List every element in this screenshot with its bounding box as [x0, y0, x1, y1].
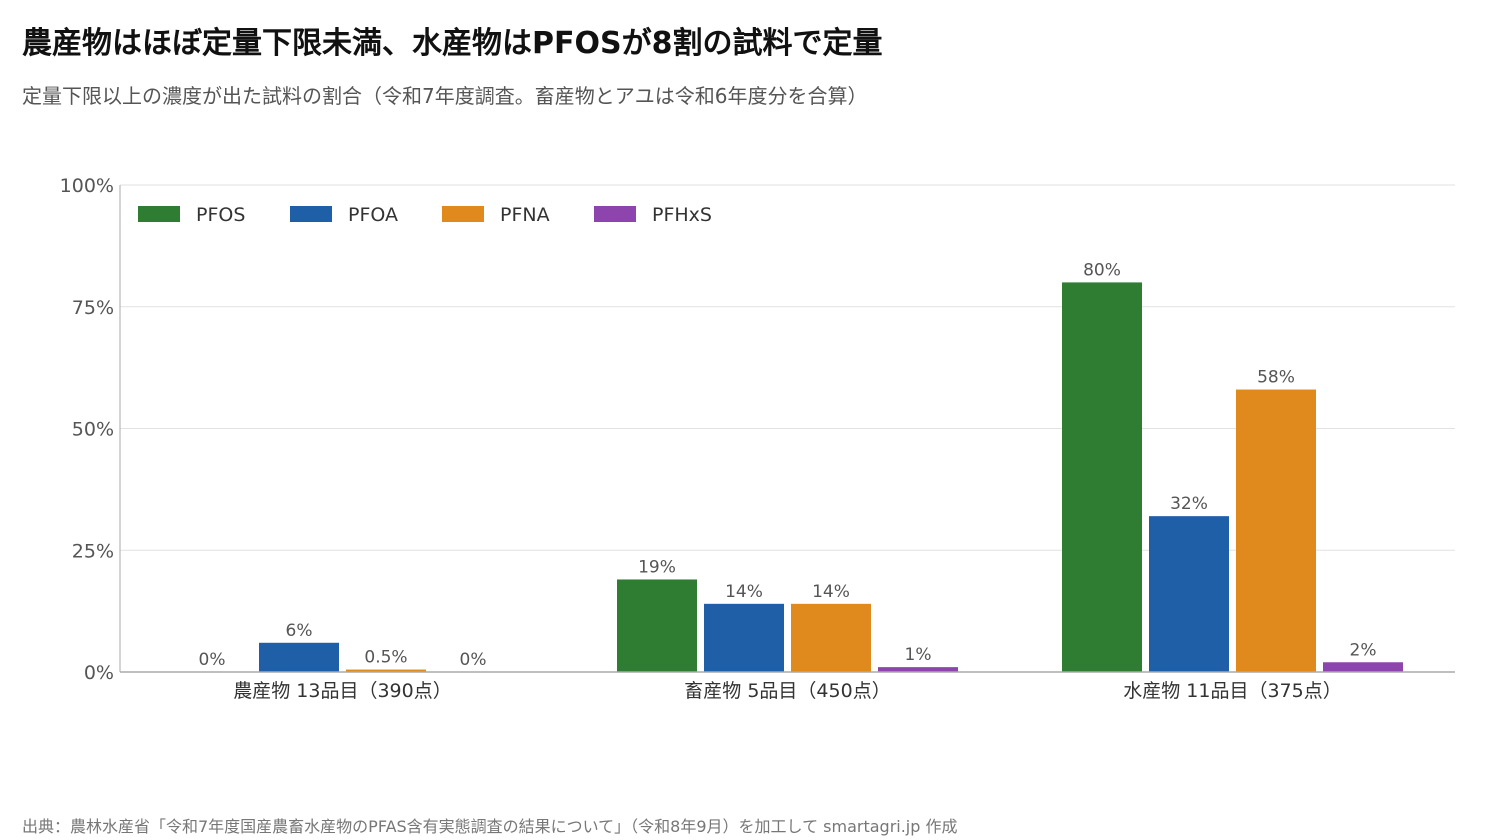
y-tick-label: 25% [72, 540, 114, 562]
legend-label: PFNA [500, 204, 550, 226]
data-label: 80% [1083, 260, 1121, 280]
x-axis: 農産物 13品目（390点） 畜産物 5品目（450点） 水産物 11品目（375点… [120, 671, 1455, 702]
bar-pfos [617, 579, 697, 672]
data-label: 2% [1350, 640, 1377, 660]
bar-pfna [346, 669, 426, 672]
source-note: 出典：農林水産省「令和7年度国産農畜水産物のPFAS含有実態調査の結果について」… [22, 817, 958, 836]
data-label: 6% [286, 621, 313, 641]
y-tick-label: 100% [60, 175, 114, 197]
bars: 0% 6% 0.5% 0% 19% 14% 14% 1% 80% 32% 58% 2% [199, 260, 1403, 672]
data-label: 0.5% [364, 648, 407, 668]
bar-pfoa [704, 603, 784, 672]
chart-subtitle: 定量下限以上の濃度が出た試料の割合（令和7年度調査。畜産物とアユは令和6年度分を… [22, 84, 868, 108]
x-tick-label: 水産物 11品目（375点） [1123, 680, 1341, 702]
legend-swatch [442, 206, 484, 222]
y-axis: 0% 25% 50% 75% 100% [60, 175, 121, 684]
data-label: 32% [1170, 494, 1208, 514]
bar-pfna [1236, 389, 1316, 672]
x-tick-label: 農産物 13品目（390点） [233, 680, 451, 702]
data-label: 0% [460, 650, 487, 670]
legend-swatch [594, 206, 636, 222]
data-label: 1% [905, 645, 932, 665]
legend-swatch [290, 206, 332, 222]
bar-pfoa [1149, 516, 1229, 672]
bar-pfna [791, 603, 871, 672]
legend-label: PFOS [196, 204, 245, 226]
data-label: 19% [638, 557, 676, 577]
bar-chart: 0% 25% 50% 75% 100% 0% 6% 0.5% 0% 19% 14% 14% 1% 80%… [60, 175, 1455, 702]
data-label: 0% [199, 650, 226, 670]
bar-pfoa [259, 642, 339, 672]
gridlines [120, 184, 1455, 551]
data-label: 58% [1257, 368, 1295, 388]
data-label: 14% [812, 582, 850, 602]
legend-label: PFOA [348, 204, 398, 226]
y-tick-label: 50% [72, 419, 114, 441]
y-tick-label: 75% [72, 297, 114, 319]
bar-pfos [1062, 282, 1142, 672]
legend: PFOS PFOA PFNA PFHxS [138, 204, 712, 226]
data-label: 14% [725, 582, 763, 602]
y-tick-label: 0% [84, 662, 114, 684]
bar-pfhxs [1323, 662, 1403, 672]
chart-title: 農産物はほぼ定量下限未満、水産物はPFOSが8割の試料で定量 [22, 26, 883, 61]
legend-label: PFHxS [652, 204, 712, 226]
legend-swatch [138, 206, 180, 222]
bar-pfhxs [878, 667, 958, 672]
x-tick-label: 畜産物 5品目（450点） [684, 680, 890, 702]
